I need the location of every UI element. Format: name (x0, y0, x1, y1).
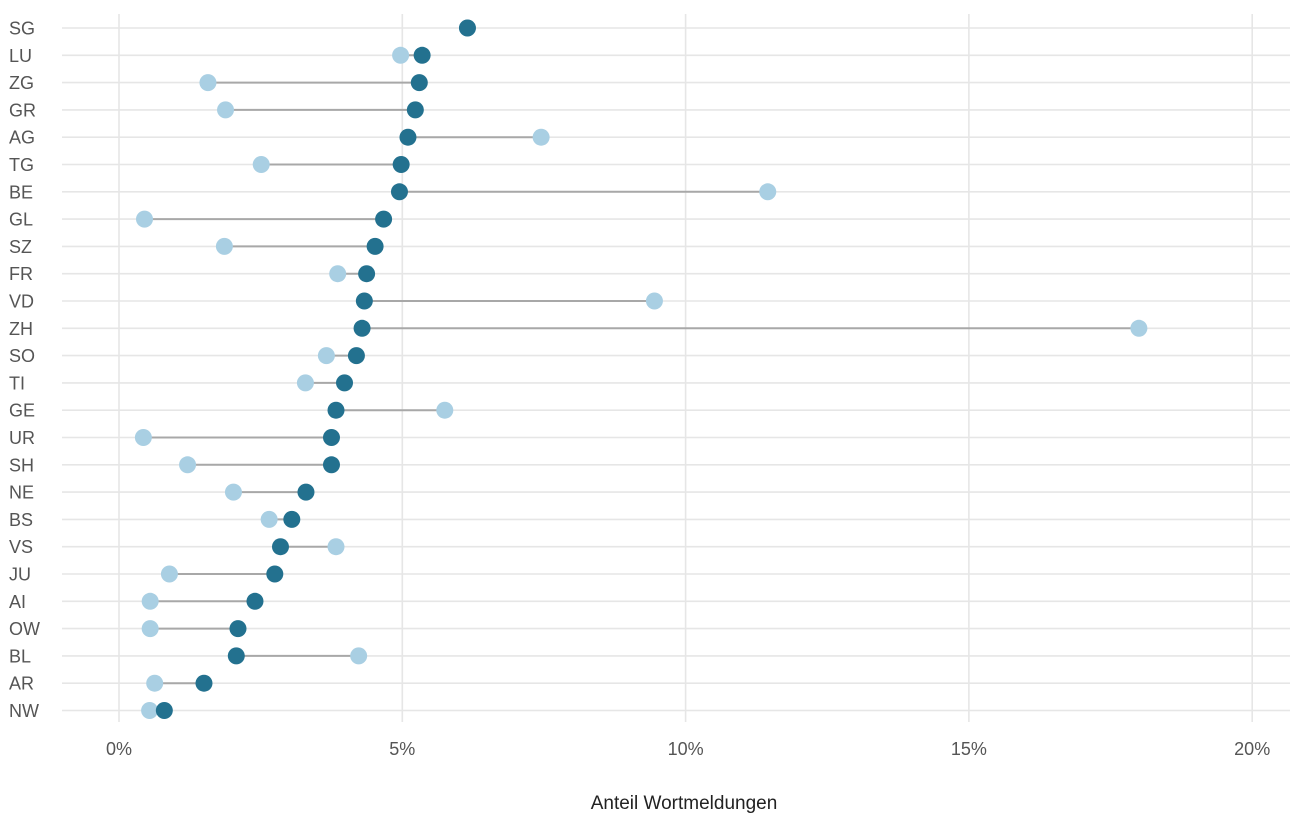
point-dark (410, 74, 428, 92)
point-dark (399, 128, 417, 146)
point-dark (227, 647, 245, 665)
x-tick-label: 0% (106, 739, 132, 759)
point-light (392, 46, 410, 64)
point-light (215, 237, 233, 255)
point-light (436, 401, 454, 419)
point-light (317, 347, 335, 365)
point-light (160, 565, 178, 583)
point-light (141, 620, 159, 638)
category-label: BS (9, 510, 33, 530)
category-label: NW (9, 701, 39, 721)
point-light (260, 510, 278, 528)
point-dark (195, 674, 213, 692)
category-label: ZH (9, 319, 33, 339)
point-dark (271, 538, 289, 556)
point-light (296, 374, 314, 392)
category-label: SO (9, 346, 35, 366)
category-label: GE (9, 401, 35, 421)
point-light (252, 156, 270, 173)
point-dark (155, 702, 173, 719)
point-light (350, 647, 368, 665)
point-light (329, 265, 347, 283)
category-label: SZ (9, 237, 32, 257)
point-dark (246, 592, 264, 610)
point-dark (366, 237, 384, 255)
category-label: VS (9, 537, 33, 557)
x-axis-title: Anteil Wortmeldungen (591, 793, 778, 814)
category-labels: SG LU ZG GR AG TG BE GL SZ FR VD ZH SO TI GE UR SH NE BS VS… (9, 19, 40, 722)
connector-layer (143, 54, 1139, 712)
grid-layer (62, 14, 1290, 722)
point-dark (229, 620, 247, 638)
point-dark (297, 483, 315, 501)
category-label: OW (9, 619, 40, 639)
point-light (179, 456, 197, 474)
category-label: TG (9, 155, 34, 175)
point-dark (375, 210, 393, 228)
category-label: GL (9, 210, 33, 230)
category-label: VD (9, 292, 34, 312)
category-label: FR (9, 264, 33, 284)
category-label: TI (9, 373, 25, 393)
point-dark (390, 183, 408, 201)
x-tick-label: 10% (668, 739, 704, 759)
point-dark (327, 401, 345, 419)
point-light (135, 210, 153, 228)
point-dark (353, 319, 371, 337)
category-label: BE (9, 182, 33, 202)
point-light (532, 128, 550, 146)
point-dark (266, 565, 284, 583)
category-label: BL (9, 646, 31, 666)
point-dark (322, 456, 340, 474)
point-dark (458, 19, 476, 37)
point-dark (413, 46, 431, 64)
x-tick-labels: 0% 5% 10% 15% 20% (106, 739, 1270, 759)
category-label: LU (9, 46, 32, 66)
point-light (645, 292, 663, 310)
x-tick-label: 20% (1234, 739, 1270, 759)
category-label: AI (9, 592, 26, 612)
point-dark (392, 156, 410, 173)
point-layer (134, 19, 1148, 719)
x-tick-label: 5% (389, 739, 415, 759)
point-light (134, 429, 152, 446)
category-label: ZG (9, 73, 34, 93)
point-light (1130, 319, 1148, 337)
category-label: AR (9, 674, 34, 694)
category-label: AG (9, 128, 35, 148)
point-light (141, 592, 159, 610)
point-dark (283, 510, 301, 528)
point-dark (347, 347, 365, 365)
point-light (141, 702, 159, 719)
point-light (759, 183, 777, 201)
category-label: GR (9, 100, 36, 120)
point-dark (358, 265, 376, 283)
point-dark (336, 374, 354, 392)
point-dark (355, 292, 373, 310)
category-label: UR (9, 428, 35, 448)
point-light (327, 538, 345, 556)
point-light (217, 101, 235, 119)
point-light (224, 483, 242, 501)
category-label: SG (9, 19, 35, 39)
point-dark (406, 101, 424, 119)
x-tick-label: 15% (951, 739, 987, 759)
category-label: JU (9, 565, 31, 585)
point-light (199, 74, 217, 92)
point-dark (322, 429, 340, 446)
category-label: NE (9, 483, 34, 503)
point-light (146, 674, 164, 692)
category-label: SH (9, 455, 34, 475)
